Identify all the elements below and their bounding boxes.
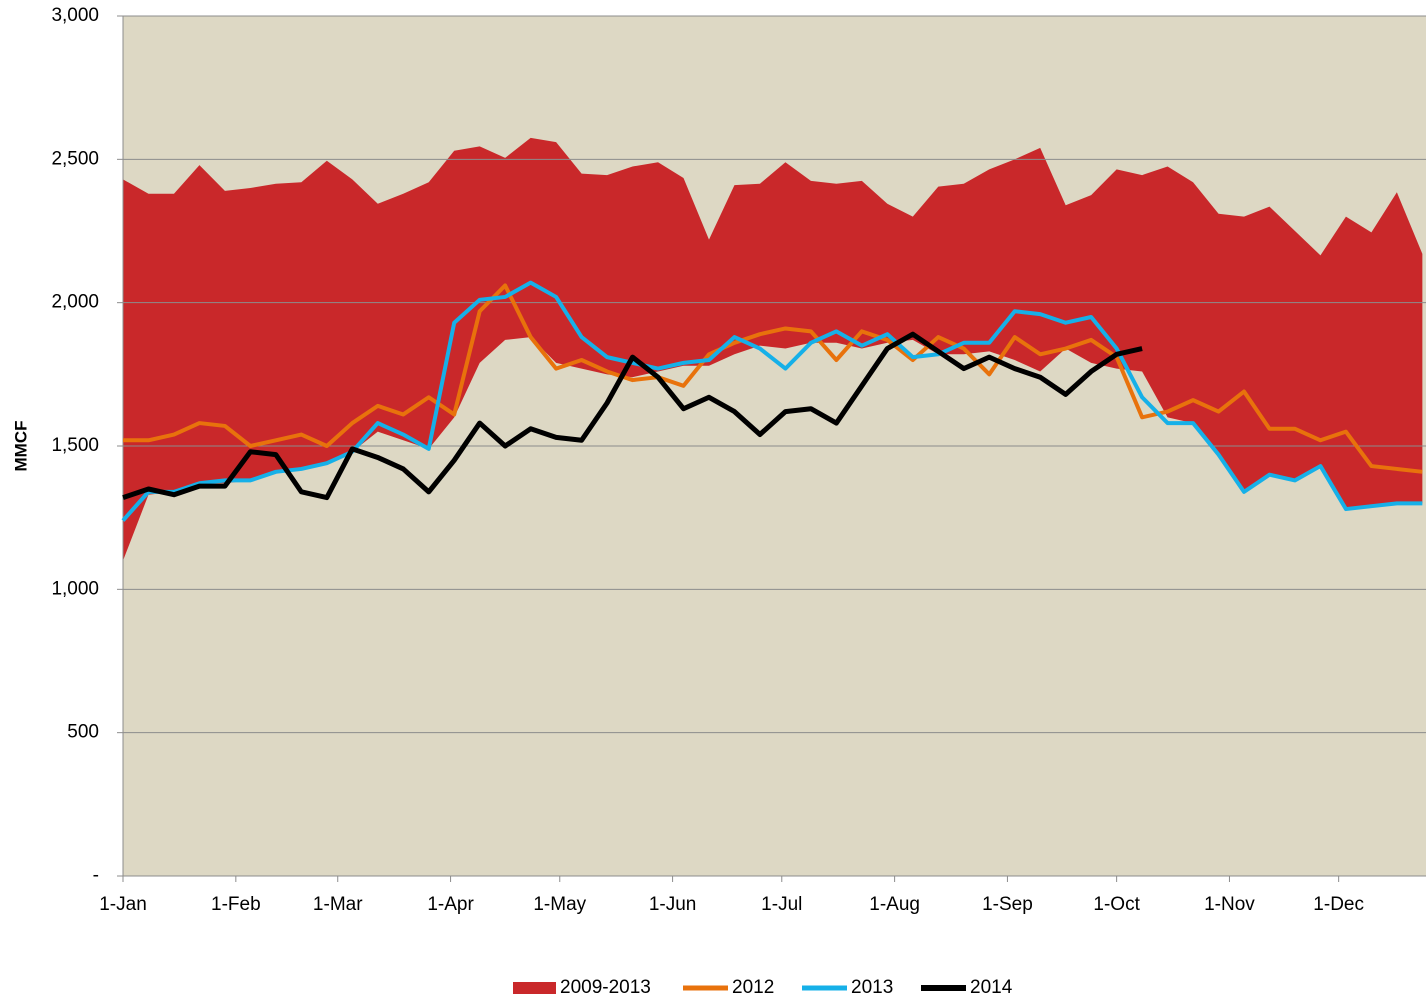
x-tick-label: 1-Dec xyxy=(1313,894,1364,915)
x-tick-label: 1-Nov xyxy=(1204,894,1255,915)
legend-label: 2012 xyxy=(732,977,774,998)
legend-label: 2014 xyxy=(970,977,1013,998)
line-series xyxy=(122,331,1143,501)
y-axis-label: MMCF xyxy=(11,421,30,472)
x-tick-label: 1-Aug xyxy=(869,894,920,915)
x-tick-label: 1-Feb xyxy=(211,894,261,915)
y-tick-label: 1,500 xyxy=(51,435,99,456)
x-tick-label: 1-Apr xyxy=(427,894,474,915)
line-series xyxy=(121,280,1423,522)
x-tick-label: 1-Jun xyxy=(649,894,697,915)
line-series xyxy=(123,283,1423,474)
range-area xyxy=(123,137,1423,561)
y-tick-label: 2,500 xyxy=(51,148,99,169)
y-tick-label: 3,000 xyxy=(51,5,99,26)
y-tick-label: - xyxy=(93,865,99,886)
x-tick-label: 1-Mar xyxy=(313,894,363,915)
x-tick-label: 1-Jan xyxy=(99,894,147,915)
legend-swatch xyxy=(513,982,556,994)
y-tick-label: 500 xyxy=(67,722,99,743)
y-tick-label: 1,000 xyxy=(51,578,99,599)
legend-label: 2013 xyxy=(851,977,893,998)
x-tick-label: 1-Oct xyxy=(1093,894,1140,915)
x-tick-label: 1-May xyxy=(533,894,586,915)
legend-label: 2009-2013 xyxy=(560,977,651,998)
y-tick-label: 2,000 xyxy=(51,292,99,313)
x-tick-label: 1-Jul xyxy=(761,894,802,915)
x-tick-label: 1-Sep xyxy=(982,894,1033,915)
